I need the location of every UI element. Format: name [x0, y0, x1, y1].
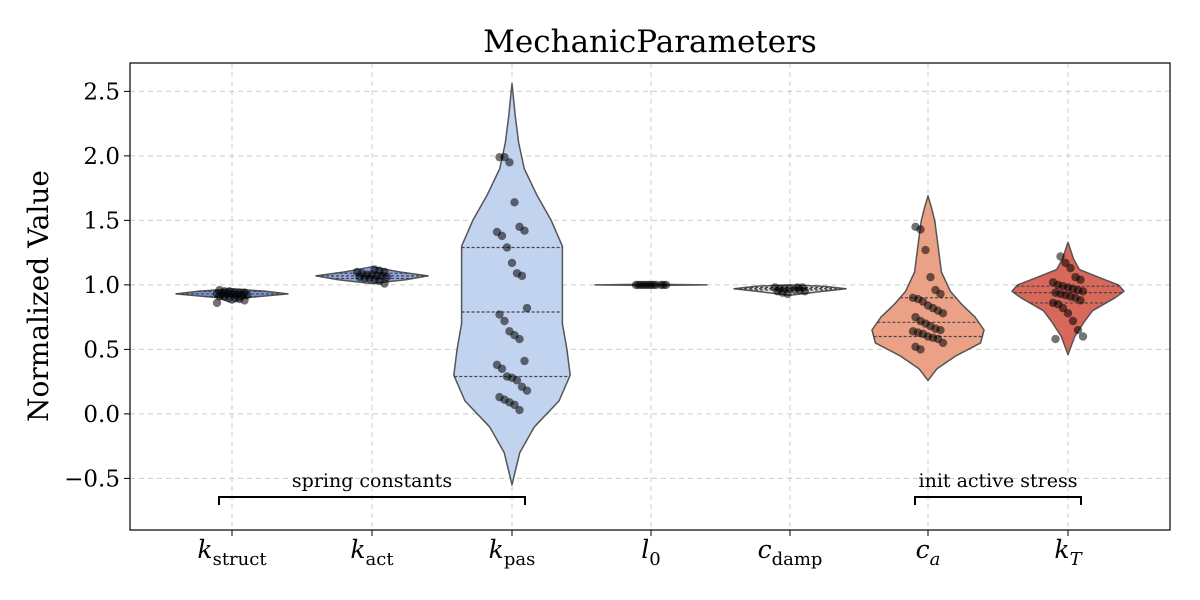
- data-point: [507, 258, 517, 268]
- data-point: [926, 272, 935, 282]
- data-point: [1066, 263, 1075, 273]
- data-point: [1048, 298, 1058, 308]
- data-point: [793, 283, 802, 292]
- data-point: [1061, 258, 1070, 268]
- violin-body: [871, 195, 985, 382]
- data-point: [1048, 278, 1058, 287]
- data-point: [908, 293, 918, 302]
- data-point: [352, 267, 362, 277]
- data-point: [212, 298, 222, 308]
- data-point: [515, 222, 524, 232]
- y-axis-label: Normalized Value: [22, 170, 55, 422]
- data-point: [495, 310, 504, 319]
- data-point: [631, 280, 641, 290]
- data-point: [908, 327, 918, 336]
- data-point: [215, 285, 224, 295]
- data-point: [512, 269, 522, 278]
- data-point: [505, 158, 514, 167]
- data-point: [505, 327, 514, 336]
- data-point: [492, 227, 502, 237]
- data-points: [212, 152, 1088, 415]
- y-tick-label: 0.0: [83, 402, 120, 428]
- y-axis-ticks: −0.5 0.0 0.5 1.0 1.5 2.0 2.5: [64, 79, 130, 492]
- data-point: [502, 372, 512, 381]
- data-point: [770, 283, 780, 292]
- group-bracket: [914, 496, 1082, 505]
- x-tick-label: kstruct: [197, 535, 267, 570]
- data-point: [911, 312, 920, 322]
- data-point: [1056, 252, 1065, 261]
- x-tick-label: kpas: [489, 535, 536, 570]
- data-point: [510, 198, 519, 207]
- data-point: [492, 360, 502, 370]
- data-point: [495, 392, 504, 402]
- data-point: [1051, 334, 1060, 344]
- data-point: [495, 152, 504, 162]
- x-tick-label: kact: [350, 535, 394, 570]
- x-axis-ticks: kstruct kact kpas l0 cdamp ca kT: [197, 530, 1084, 570]
- x-tick-label: kT: [1054, 535, 1083, 570]
- data-point: [1071, 272, 1080, 282]
- data-point: [1078, 332, 1088, 341]
- data-point: [370, 265, 379, 274]
- y-tick-label: 2.0: [83, 144, 120, 170]
- data-point: [515, 405, 524, 415]
- data-point: [931, 285, 940, 295]
- data-point: [921, 245, 930, 255]
- group-bracket-label: spring constants: [292, 470, 452, 492]
- group-bracket-label: init active stress: [919, 470, 1078, 492]
- group-bracket: [218, 496, 526, 505]
- data-point: [517, 382, 527, 392]
- y-tick-label: 1.0: [83, 273, 120, 299]
- data-point: [520, 356, 529, 366]
- x-tick-label: ca: [916, 535, 941, 570]
- chart-title: MechanicParameters: [483, 24, 817, 60]
- data-point: [1073, 325, 1083, 335]
- data-point: [659, 280, 668, 290]
- y-tick-label: 0.5: [83, 337, 120, 363]
- x-tick-label: cdamp: [758, 535, 823, 570]
- data-point: [1068, 316, 1078, 326]
- data-point: [911, 342, 920, 352]
- violin-body: [453, 82, 571, 486]
- group-brackets: spring constants init active stress: [218, 470, 1082, 505]
- grid-lines: [130, 63, 1170, 530]
- y-tick-label: 2.5: [83, 79, 120, 105]
- plot-frame: [129, 62, 1171, 531]
- data-point: [502, 243, 512, 252]
- data-point: [500, 316, 509, 326]
- data-point: [911, 222, 920, 232]
- data-point: [1051, 288, 1060, 297]
- y-tick-label: −0.5: [64, 466, 120, 492]
- data-point: [1063, 309, 1073, 318]
- y-tick-label: 1.5: [83, 208, 120, 234]
- x-tick-label: l0: [641, 535, 660, 570]
- data-point: [522, 303, 532, 313]
